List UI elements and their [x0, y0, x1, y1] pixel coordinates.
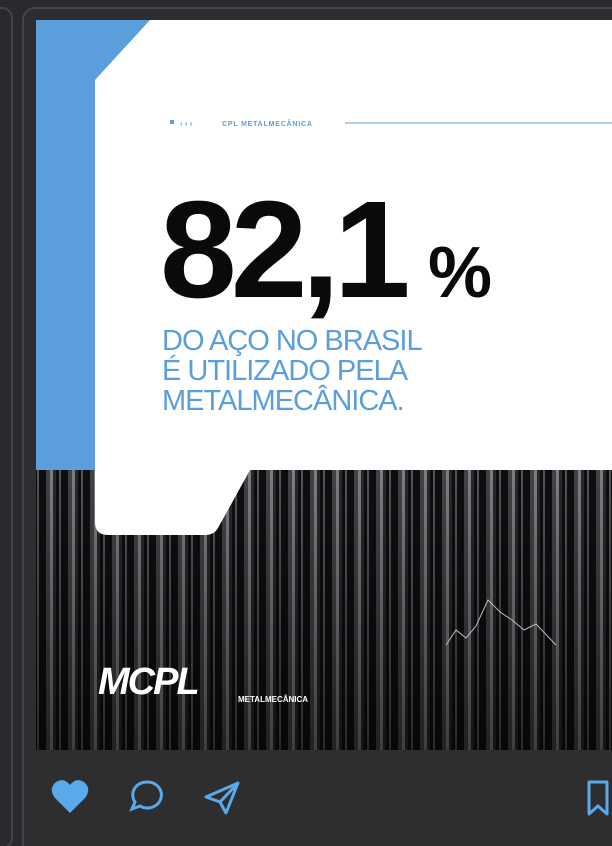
tag-arrows: ‹ ‹ ‹ [180, 119, 193, 128]
action-bar [51, 780, 609, 816]
previous-card [0, 7, 13, 846]
brand-tag: CPL METALMECÂNICA [222, 119, 313, 128]
subtitle-line: DO AÇO NO BRASIL [162, 325, 422, 357]
subtitle-line: METALMECÂNICA. [162, 384, 404, 417]
comment-button[interactable] [129, 780, 163, 812]
headline-number: 82,1 [160, 173, 407, 327]
post-image: ‹ ‹ ‹ CPL METALMECÂNICA 82,1 % DO AÇO NO… [36, 20, 612, 750]
white-panel [95, 20, 612, 535]
save-button[interactable] [587, 780, 609, 816]
like-button[interactable] [51, 780, 89, 813]
decor-graph [445, 599, 557, 646]
tag-dot [170, 120, 174, 124]
subtitle-line: É UTILIZADO PELA [162, 354, 409, 387]
headline-unit: % [428, 233, 492, 313]
logo-mark: MCPL [98, 661, 198, 703]
share-button[interactable] [204, 781, 240, 815]
logo-subtitle: METALMECÂNICA [238, 695, 308, 704]
